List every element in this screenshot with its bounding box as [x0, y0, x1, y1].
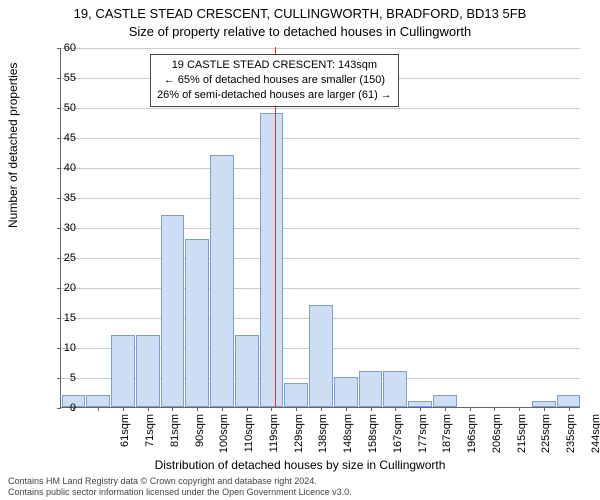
- xtick-mark: [470, 407, 471, 411]
- xtick-mark: [420, 407, 421, 411]
- xtick-label: 206sqm: [491, 414, 503, 464]
- xtick-label: 100sqm: [218, 414, 230, 464]
- ytick-label: 60: [46, 42, 76, 54]
- xtick-label: 196sqm: [466, 414, 478, 464]
- footer-attribution: Contains HM Land Registry data © Crown c…: [8, 476, 352, 498]
- ytick-label: 40: [46, 162, 76, 174]
- gridline: [61, 288, 580, 289]
- ytick-label: 45: [46, 132, 76, 144]
- ytick-label: 25: [46, 252, 76, 264]
- xtick-mark: [321, 407, 322, 411]
- xtick-mark: [271, 407, 272, 411]
- gridline: [61, 198, 580, 199]
- gridline: [61, 228, 580, 229]
- xtick-label: 187sqm: [441, 414, 453, 464]
- histogram-bar: [136, 335, 160, 407]
- histogram-bar: [284, 383, 308, 407]
- histogram-bar: [433, 395, 457, 407]
- xtick-label: 119sqm: [268, 414, 280, 464]
- xtick-mark: [395, 407, 396, 411]
- gridline: [61, 168, 580, 169]
- histogram-bar: [557, 395, 581, 407]
- xtick-label: 158sqm: [367, 414, 379, 464]
- xtick-mark: [544, 407, 545, 411]
- xtick-label: 81sqm: [169, 414, 181, 464]
- xtick-mark: [247, 407, 248, 411]
- xtick-mark: [123, 407, 124, 411]
- xtick-label: 129sqm: [293, 414, 305, 464]
- gridline: [61, 138, 580, 139]
- xtick-mark: [98, 407, 99, 411]
- y-axis-label: Number of detached properties: [6, 63, 20, 228]
- ytick-label: 5: [46, 372, 76, 384]
- xtick-mark: [569, 407, 570, 411]
- gridline: [61, 258, 580, 259]
- xtick-mark: [296, 407, 297, 411]
- ytick-label: 55: [46, 72, 76, 84]
- xtick-mark: [519, 407, 520, 411]
- histogram-bar: [260, 113, 284, 407]
- ytick-label: 50: [46, 102, 76, 114]
- ytick-label: 15: [46, 312, 76, 324]
- footer-line2: Contains public sector information licen…: [8, 487, 352, 498]
- gridline: [61, 48, 580, 49]
- xtick-label: 71sqm: [144, 414, 156, 464]
- xtick-mark: [172, 407, 173, 411]
- xtick-label: 225sqm: [540, 414, 552, 464]
- xtick-label: 215sqm: [516, 414, 528, 464]
- histogram-bar: [309, 305, 333, 407]
- ytick-label: 10: [46, 342, 76, 354]
- info-line2: ← 65% of detached houses are smaller (15…: [157, 73, 392, 88]
- gridline: [61, 108, 580, 109]
- histogram-bar: [235, 335, 259, 407]
- info-line1: 19 CASTLE STEAD CRESCENT: 143sqm: [157, 58, 392, 73]
- xtick-label: 110sqm: [243, 414, 255, 464]
- xtick-label: 235sqm: [565, 414, 577, 464]
- histogram-bar: [86, 395, 110, 407]
- info-box: 19 CASTLE STEAD CRESCENT: 143sqm← 65% of…: [150, 54, 399, 107]
- histogram-bar: [161, 215, 185, 407]
- chart-title-desc: Size of property relative to detached ho…: [0, 24, 600, 39]
- xtick-label: 148sqm: [342, 414, 354, 464]
- histogram-bar: [359, 371, 383, 407]
- ytick-label: 20: [46, 282, 76, 294]
- histogram-bar: [111, 335, 135, 407]
- xtick-label: 244sqm: [590, 414, 600, 464]
- xtick-mark: [222, 407, 223, 411]
- xtick-mark: [148, 407, 149, 411]
- xtick-label: 167sqm: [392, 414, 404, 464]
- histogram-bar: [334, 377, 358, 407]
- footer-line1: Contains HM Land Registry data © Crown c…: [8, 476, 352, 487]
- xtick-mark: [197, 407, 198, 411]
- ytick-label: 30: [46, 222, 76, 234]
- ytick-label: 0: [46, 402, 76, 414]
- xtick-label: 138sqm: [317, 414, 329, 464]
- histogram-chart: 19, CASTLE STEAD CRESCENT, CULLINGWORTH,…: [0, 0, 600, 500]
- xtick-label: 61sqm: [119, 414, 131, 464]
- xtick-mark: [346, 407, 347, 411]
- xtick-mark: [445, 407, 446, 411]
- histogram-bar: [383, 371, 407, 407]
- info-line3: 26% of semi-detached houses are larger (…: [157, 88, 392, 103]
- histogram-bar: [210, 155, 234, 407]
- xtick-label: 177sqm: [417, 414, 429, 464]
- ytick-label: 35: [46, 192, 76, 204]
- histogram-bar: [185, 239, 209, 407]
- chart-title-address: 19, CASTLE STEAD CRESCENT, CULLINGWORTH,…: [0, 6, 600, 21]
- xtick-mark: [371, 407, 372, 411]
- xtick-label: 90sqm: [194, 414, 206, 464]
- xtick-mark: [494, 407, 495, 411]
